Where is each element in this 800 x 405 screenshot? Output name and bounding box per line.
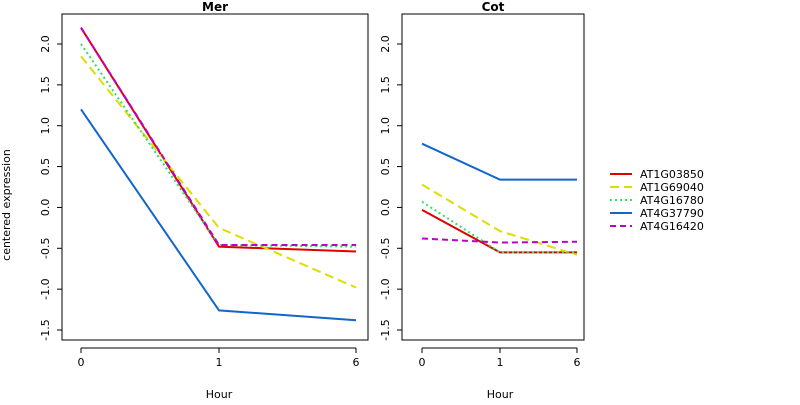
panel-title: Cot	[482, 0, 505, 14]
legend-item: AT1G69040	[610, 181, 704, 194]
x-axis-label-mer: Hour	[206, 388, 233, 400]
y-tick-label: 0.0	[379, 199, 392, 217]
y-tick-label: -0.5	[379, 238, 392, 259]
series-line-at4g37790	[80, 108, 357, 322]
series-line-at1g69040	[80, 55, 357, 289]
x-tick-label: 6	[574, 356, 581, 369]
panel-cot: Cot -1.5 -1.0 -0.5 0.0 0.5 1.0 1.5 2.0 0 1 6	[379, 0, 585, 369]
series-line-at4g16780	[80, 43, 357, 248]
x-axis-label-cot: Hour	[487, 388, 514, 400]
y-tick-label: 0.5	[39, 158, 52, 176]
plot-frame	[61, 13, 369, 341]
legend: AT1G03850AT1G69040AT4G16780AT4G37790AT4G…	[610, 168, 704, 233]
y-tick-label: 2.0	[379, 35, 392, 53]
y-tick-label: 1.5	[379, 76, 392, 94]
x-tick-label: 0	[78, 356, 85, 369]
x-tick-label: 6	[353, 356, 360, 369]
panel-mer: Mer -1.5 -1.0 -0.5 0.0 0.5 1.0 1.5 2.0 0 1 6	[39, 0, 369, 369]
legend-label: AT4G16780	[640, 194, 704, 207]
legend-item: AT4G16780	[610, 194, 704, 207]
series-line-at1g03850	[421, 209, 577, 254]
y-tick-label: -1.5	[379, 319, 392, 340]
series-line-at4g16420	[80, 27, 356, 247]
legend-label: AT1G03850	[640, 168, 704, 181]
x-tick-label: 1	[497, 356, 504, 369]
panel-title: Mer	[202, 0, 228, 14]
y-tick-label: -1.0	[39, 278, 52, 299]
y-tick-label: 1.0	[379, 117, 392, 135]
series-line-at4g16420	[421, 237, 578, 244]
series-line-at4g37790	[421, 142, 577, 181]
y-tick-label: 0.0	[39, 199, 52, 217]
series-line-at1g69040	[421, 183, 578, 256]
y-tick-label: 2.0	[39, 35, 52, 53]
legend-item: AT4G37790	[610, 207, 704, 220]
series-line-at4g16780	[421, 200, 577, 254]
y-tick-label: 1.5	[39, 76, 52, 94]
y-tick-label: 0.5	[379, 158, 392, 176]
y-tick-label: -0.5	[39, 238, 52, 259]
legend-label: AT1G69040	[640, 181, 704, 194]
y-tick-label: -1.5	[39, 319, 52, 340]
y-tick-label: -1.0	[379, 278, 392, 299]
y-tick-label: 1.0	[39, 117, 52, 135]
x-tick-label: 0	[419, 356, 426, 369]
legend-item: AT1G03850	[610, 168, 704, 181]
legend-label: AT4G37790	[640, 207, 704, 220]
y-axis-label: centered expression	[0, 149, 13, 261]
panels: Mer -1.5 -1.0 -0.5 0.0 0.5 1.0 1.5 2.0 0 1 6 Cot -1.5…	[39, 0, 585, 369]
x-tick-label: 1	[216, 356, 223, 369]
legend-label: AT4G16420	[640, 220, 704, 233]
series-line-at1g03850	[80, 27, 357, 253]
legend-item: AT4G16420	[610, 220, 704, 233]
